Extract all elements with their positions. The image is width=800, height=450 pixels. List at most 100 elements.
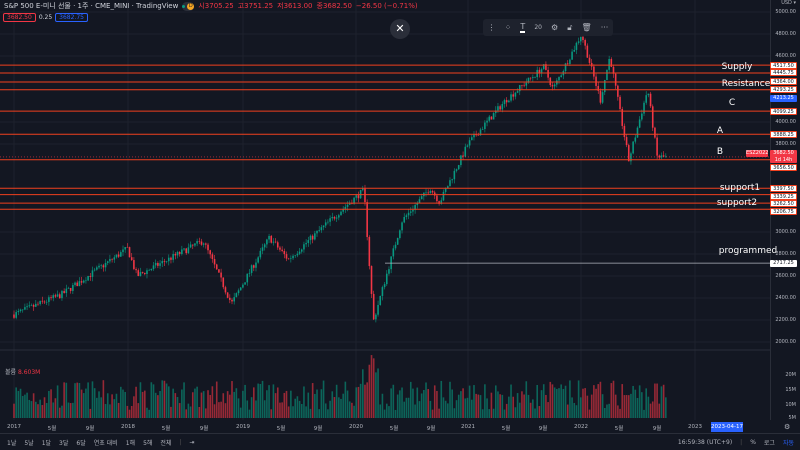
- volume-bar: [612, 380, 615, 418]
- candle-body: [76, 282, 79, 287]
- label-c[interactable]: C: [728, 98, 736, 108]
- spread: 0.25: [38, 14, 53, 21]
- more-icon[interactable]: ···: [600, 23, 609, 32]
- level-price-tag[interactable]: 3888.25: [770, 130, 797, 138]
- axis-settings-icon[interactable]: ⚙: [784, 423, 791, 431]
- volume-bar: [311, 383, 314, 418]
- text-color-icon[interactable]: T: [520, 22, 526, 33]
- volume-bar: [534, 408, 536, 418]
- level-price-tag[interactable]: 3206.75: [770, 208, 797, 216]
- price-chart[interactable]: [0, 0, 800, 420]
- level-price-tag[interactable]: 4364.00: [770, 78, 797, 86]
- candle-body: [385, 273, 388, 285]
- candle-body: [614, 73, 617, 86]
- candle-body: [279, 247, 281, 250]
- range-button[interactable]: 1날: [7, 439, 17, 447]
- buy-button[interactable]: 3682.75: [55, 13, 88, 22]
- candle-body: [610, 59, 613, 67]
- volume-bar: [665, 397, 667, 418]
- candle-body: [28, 305, 31, 307]
- symbol-title[interactable]: S&P 500 E-미니 선물 · 1주 · CME_MINI · Tradin…: [4, 2, 179, 10]
- candle-body: [45, 301, 48, 303]
- volume-bar: [638, 385, 641, 418]
- label-support1[interactable]: support1: [719, 183, 761, 193]
- candle-body: [457, 165, 460, 170]
- volume-tick: 20M: [785, 372, 796, 378]
- volume-bar: [215, 381, 218, 418]
- candle-body: [597, 85, 600, 91]
- volume-bar: [649, 403, 652, 418]
- range-button[interactable]: 5날: [24, 439, 34, 447]
- candle-body: [553, 84, 556, 87]
- candle-body: [510, 94, 512, 101]
- level-price-tag[interactable]: 4293.25: [770, 86, 797, 94]
- label-supply[interactable]: Supply: [721, 62, 753, 72]
- volume-bar: [100, 397, 102, 418]
- log-toggle[interactable]: 로그: [763, 439, 775, 447]
- candle-body: [91, 270, 94, 277]
- programmed-price-tag[interactable]: 2717.25: [770, 259, 797, 267]
- label-b[interactable]: B: [716, 147, 724, 157]
- candle-body: [67, 287, 70, 289]
- candle-body: [372, 293, 375, 320]
- range-button[interactable]: 1해: [125, 439, 136, 447]
- candle-body: [172, 254, 174, 260]
- template-icon[interactable]: ⁘: [504, 23, 512, 32]
- label-programmed[interactable]: programmed: [718, 246, 778, 256]
- drag-handle-icon[interactable]: ⋮: [487, 23, 496, 32]
- range-button[interactable]: 3달: [59, 439, 69, 447]
- close-button[interactable]: ✕: [390, 19, 410, 39]
- percent-toggle[interactable]: %: [750, 438, 756, 446]
- label-support2[interactable]: support2: [716, 198, 758, 208]
- candle-body: [178, 251, 181, 254]
- level-price-tag[interactable]: 4517.50: [770, 61, 797, 69]
- candle-body: [327, 221, 329, 223]
- volume-bar: [122, 389, 124, 418]
- volume-bar: [527, 394, 530, 418]
- candle-body: [159, 263, 161, 266]
- volume-bar: [172, 388, 174, 418]
- range-button[interactable]: 연초 대비: [93, 439, 118, 447]
- candle-body: [418, 199, 421, 204]
- candle-body: [309, 235, 312, 241]
- volume-bar: [19, 388, 22, 418]
- volume-bar: [409, 381, 412, 418]
- range-button[interactable]: 5해: [143, 439, 153, 447]
- level-price-tag[interactable]: 4099.25: [770, 107, 797, 115]
- candle-body: [78, 281, 81, 287]
- volume-bar: [218, 402, 220, 418]
- volume-bar: [447, 403, 449, 418]
- level-price-tag[interactable]: 3339.25: [770, 192, 797, 200]
- volume-bar: [98, 391, 100, 418]
- bottom-toolbar: 1날 5날 1달 3달 6달 연초 대비 1해 5해 전체 | ⇥ 16:59:38 (UTC+…: [0, 433, 800, 450]
- candle-body: [603, 80, 606, 93]
- volume-bar: [257, 383, 259, 418]
- lock-icon[interactable]: 🔓︎: [567, 22, 573, 32]
- volume-bar: [346, 390, 349, 418]
- clock[interactable]: 16:59:38 (UTC+9): [677, 438, 733, 446]
- label-a[interactable]: A: [716, 126, 724, 136]
- candle-body: [13, 314, 15, 318]
- level-price-tag[interactable]: 3397.50: [770, 184, 797, 192]
- settings-icon[interactable]: ⚙: [551, 23, 559, 32]
- level-price-tag[interactable]: 3262.50: [770, 200, 797, 208]
- volume-bar: [549, 381, 552, 418]
- goto-date-icon[interactable]: ⇥: [189, 438, 195, 446]
- candle-body: [176, 251, 179, 256]
- font-size-button[interactable]: 20: [534, 24, 542, 31]
- level-price-tag[interactable]: 4445.75: [770, 69, 797, 77]
- price-tick: 3800.00: [775, 141, 796, 147]
- auto-toggle[interactable]: 자동: [782, 439, 794, 447]
- label-resistance[interactable]: Resistance: [721, 79, 771, 89]
- candle-body: [276, 242, 279, 248]
- candle-body: [148, 270, 150, 271]
- volume-bar: [492, 408, 495, 418]
- range-button[interactable]: 6달: [76, 439, 86, 447]
- range-button[interactable]: 전체: [160, 439, 172, 447]
- range-button[interactable]: 1달: [41, 439, 52, 447]
- volume-bar: [471, 399, 473, 418]
- currency-selector[interactable]: USD ▾: [781, 0, 796, 6]
- sell-button[interactable]: 3682.50: [3, 13, 36, 22]
- level-price-tag[interactable]: 3656.50: [770, 164, 797, 172]
- trash-icon[interactable]: 🗑︎: [581, 23, 592, 32]
